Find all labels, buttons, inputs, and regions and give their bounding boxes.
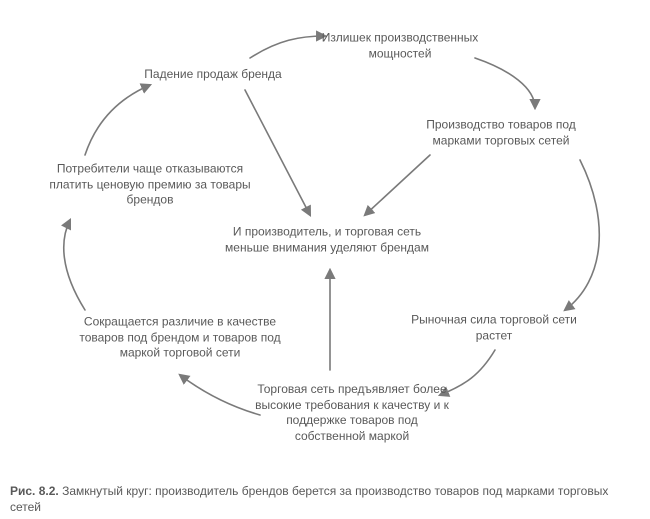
- node-private-label-production: Производство товаров под марками торговы…: [406, 117, 596, 148]
- edge-e5: [64, 220, 85, 310]
- node-brand-sales-drop: Падение продаж бренда: [123, 67, 303, 83]
- edge-e6: [85, 85, 150, 155]
- node-retailer-higher-demands: Торговая сеть предъявляет более высокие …: [252, 382, 452, 444]
- node-quality-gap-shrinks: Сокращается различие в качестве товаров …: [65, 315, 295, 362]
- node-retailer-power-grows: Рыночная сила торговой сети растет: [409, 312, 579, 343]
- edge-e8: [365, 155, 430, 215]
- diagram-canvas: Излишек производственных мощностей Паден…: [0, 0, 650, 519]
- node-surplus-capacity: Излишек производственных мощностей: [320, 30, 480, 61]
- figure-caption: Рис. 8.2. Замкнутый круг: производитель …: [0, 483, 650, 519]
- node-consumers-refuse-premium: Потребители чаще отказываются платить це…: [45, 162, 255, 209]
- node-less-brand-attention: И производитель, и торговая сеть меньше …: [222, 224, 432, 255]
- edge-e4: [180, 375, 260, 415]
- edge-e1: [475, 58, 535, 108]
- edge-e7: [250, 36, 325, 58]
- figure-caption-text: Замкнутый круг: производитель брендов бе…: [10, 484, 608, 514]
- figure-label: Рис. 8.2.: [10, 484, 59, 498]
- edge-e2: [565, 160, 599, 310]
